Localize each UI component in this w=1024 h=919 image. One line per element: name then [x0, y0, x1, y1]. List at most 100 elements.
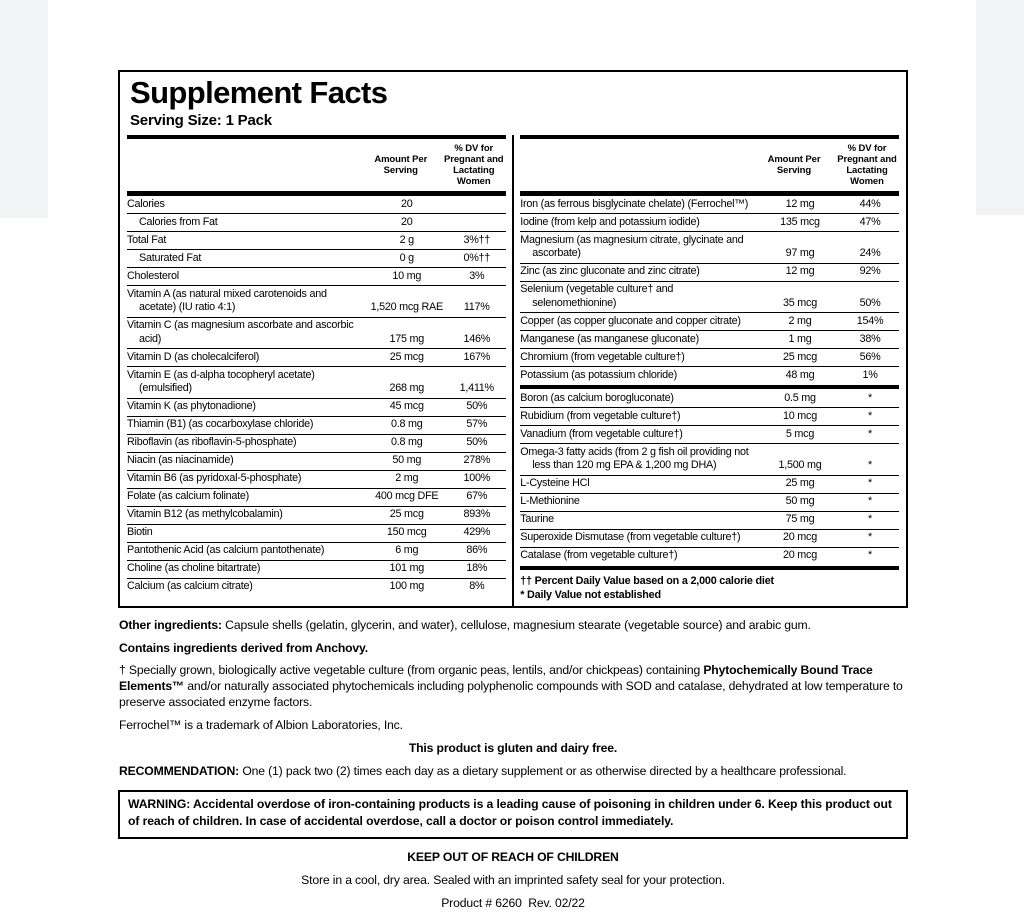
- nutrient-amount: 50 mg: [785, 495, 815, 508]
- nutrient-dv-percent: 167%: [463, 350, 491, 363]
- nutrient-dv-percent: 146%: [463, 332, 491, 345]
- panel-title: Supplement Facts: [130, 75, 388, 110]
- nutrient-name: L-Cysteine HCl: [520, 477, 590, 490]
- nutrient-amount: 150 mcg: [386, 526, 427, 539]
- nutrient-name: Folate (as calcium folinate): [127, 490, 250, 503]
- warning-label: WARNING:: [128, 796, 191, 811]
- nutrient-amount: 50 mg: [392, 454, 422, 467]
- nutrient-amount: 20: [400, 197, 413, 210]
- table-row: Omega-3 fatty acids (from 2 g fish oil p…: [520, 443, 899, 474]
- table-row: L-Cysteine HCl 25 mg *: [520, 474, 899, 493]
- nutrient-name: Saturated Fat: [139, 251, 202, 264]
- nutrient-name: Potassium (as potassium chloride): [520, 368, 678, 381]
- nutrient-name: Cholesterol: [127, 269, 179, 282]
- table-row: Taurine 75 mg *: [520, 510, 899, 529]
- label-content: Supplement Facts Serving Size: 1 Pack Am…: [118, 70, 908, 919]
- nutrient-dv-percent: 24%: [859, 247, 881, 260]
- nutrient-name: Superoxide Dismutase (from vegetable cul…: [520, 531, 741, 544]
- nutrient-dv-percent: 18%: [466, 562, 488, 575]
- table-row: Vitamin D (as cholecalciferol) 25 mcg 167%: [127, 348, 506, 366]
- nutrient-name: Vitamin A (as natural mixed carotenoids …: [127, 287, 327, 314]
- nutrient-name: Vanadium (from vegetable culture†): [520, 427, 683, 440]
- footnote-not-established: * Daily Value not established: [520, 589, 661, 602]
- table-row: Calories 20: [127, 196, 506, 213]
- nutrient-name: Biotin: [127, 526, 153, 539]
- warning-text: Accidental overdose of iron-containing p…: [128, 796, 892, 829]
- nutrient-dv-percent: 50%: [466, 436, 488, 449]
- nutrient-amount: 12 mg: [785, 265, 815, 278]
- table-row: Manganese (as manganese gluconate) 1 mg 38…: [520, 330, 899, 348]
- nutrient-amount: 20: [400, 215, 413, 228]
- ferrochel-trademark-note: Ferrochel™ is a trademark of Albion Labo…: [119, 718, 403, 733]
- serving-size: Serving Size: 1 Pack: [130, 111, 272, 129]
- nutrient-amount: 45 mcg: [389, 400, 424, 413]
- nutrient-dv-percent: 8%: [469, 580, 485, 593]
- header-amount-per-serving: Amount Per Serving: [374, 153, 428, 177]
- nutrient-name: Rubidium (from vegetable culture†): [520, 409, 681, 422]
- table-row: Boron (as calcium borogluconate) 0.5 mg *: [520, 390, 899, 407]
- nutrient-name: Calcium (as calcium citrate): [127, 580, 253, 593]
- nutrient-name: Omega-3 fatty acids (from 2 g fish oil p…: [520, 445, 749, 472]
- nutrient-dv-percent: *: [868, 409, 872, 422]
- nutrient-dv-percent: *: [868, 459, 872, 472]
- nutrient-dv-percent: 3%: [469, 269, 485, 282]
- nutrient-amount: 10 mg: [392, 269, 422, 282]
- table-row: Vitamin A (as natural mixed carotenoids …: [127, 285, 506, 316]
- other-ingredients-label: Other ingredients:: [119, 617, 222, 632]
- panel-header: Supplement Facts Serving Size: 1 Pack: [127, 72, 899, 135]
- nutrient-amount: 25 mg: [785, 477, 815, 490]
- table-row: Vitamin B12 (as methylcobalamin) 25 mcg 89…: [127, 505, 506, 524]
- nutrient-amount: 135 mcg: [780, 215, 820, 228]
- nutrient-name: Vitamin D (as cholecalciferol): [127, 350, 260, 363]
- nutrient-name: Pantothenic Acid (as calcium pantothenat…: [127, 544, 325, 557]
- table-row: Calcium (as calcium citrate) 100 mg 8%: [127, 577, 506, 596]
- nutrient-dv-percent: 92%: [859, 265, 881, 278]
- table-row: Pantothenic Acid (as calcium pantothenat…: [127, 541, 506, 560]
- nutrient-amount: 6 mg: [395, 544, 419, 557]
- table-row: Catalase (from vegetable culture†) 20 mcg…: [520, 546, 899, 565]
- table-row: Saturated Fat 0 g 0%††: [127, 249, 506, 267]
- nutrient-name: Selenium (vegetable culture† and selenom…: [520, 283, 674, 309]
- thick-rule: [127, 134, 506, 139]
- other-ingredients-text: Capsule shells (gelatin, glycerin, and w…: [221, 617, 811, 632]
- supplement-facts-panel: Supplement Facts Serving Size: 1 Pack Am…: [118, 70, 908, 608]
- thick-rule: [520, 565, 899, 570]
- recommendation-label: RECOMMENDATION:: [119, 763, 240, 778]
- nutrient-amount: 1,500 mg: [778, 459, 822, 472]
- nutrient-dv-percent: 117%: [463, 301, 490, 314]
- table-row: Vanadium (from vegetable culture†) 5 mcg *: [520, 425, 899, 443]
- table-row: Magnesium (as magnesium citrate, glycina…: [520, 231, 899, 262]
- column-headers-left: Amount Per Serving % DV for Pregnant and…: [127, 139, 506, 197]
- nutrient-dv-percent: 429%: [463, 526, 491, 539]
- table-row: Potassium (as potassium chloride) 48 mg 1%: [520, 366, 899, 384]
- table-row: Riboflavin (as riboflavin-5-phosphate) 0.…: [127, 433, 506, 452]
- table-row: Superoxide Dismutase (from vegetable cul…: [520, 528, 899, 547]
- table-row: Vitamin K (as phytonadione) 45 mcg 50%: [127, 397, 506, 416]
- nutrient-dv-percent: 38%: [859, 332, 881, 345]
- nutrient-dv-percent: *: [868, 513, 872, 526]
- table-row: L-Methionine 50 mg *: [520, 492, 899, 511]
- recommendation-text: One (1) pack two (2) times each day as a…: [239, 763, 847, 778]
- nutrient-dv-percent: 1%: [862, 368, 878, 381]
- table-row: Vitamin C (as magnesium ascorbate and as…: [127, 316, 506, 348]
- table-row: Vitamin E (as d-alpha tocopheryl acetate…: [127, 366, 506, 397]
- nutrient-name: Total Fat: [127, 233, 167, 246]
- nutrient-amount: 48 mg: [785, 368, 815, 381]
- gluten-dairy-free-statement: This product is gluten and dairy free.: [408, 740, 618, 755]
- table-row: Thiamin (B1) (as cocarboxylase chloride)…: [127, 415, 506, 434]
- nutrient-dv-percent: *: [868, 495, 872, 508]
- table-row: Iodine (from kelp and potassium iodide) 1…: [520, 213, 899, 231]
- nutrient-amount: 25 mcg: [389, 508, 424, 521]
- nutrient-amount: 5 mcg: [785, 427, 815, 440]
- table-row: Copper (as copper gluconate and copper c…: [520, 312, 899, 330]
- table-row: Rubidium (from vegetable culture†) 10 mcg…: [520, 407, 899, 425]
- nutrient-name: Thiamin (B1) (as cocarboxylase chloride): [127, 418, 314, 431]
- table-row: Vitamin B6 (as pyridoxal-5-phosphate) 2 m…: [127, 469, 506, 488]
- nutrient-dv-percent: 278%: [463, 454, 491, 467]
- nutrient-name: Taurine: [520, 513, 554, 526]
- table-row: Chromium (from vegetable culture†) 25 mcg…: [520, 348, 899, 366]
- nutrient-name: Magnesium (as magnesium citrate, glycina…: [520, 233, 744, 260]
- table-row: Iron (as ferrous bisglycinate chelate) (…: [520, 196, 899, 213]
- table-row: Biotin 150 mcg 429%: [127, 523, 506, 542]
